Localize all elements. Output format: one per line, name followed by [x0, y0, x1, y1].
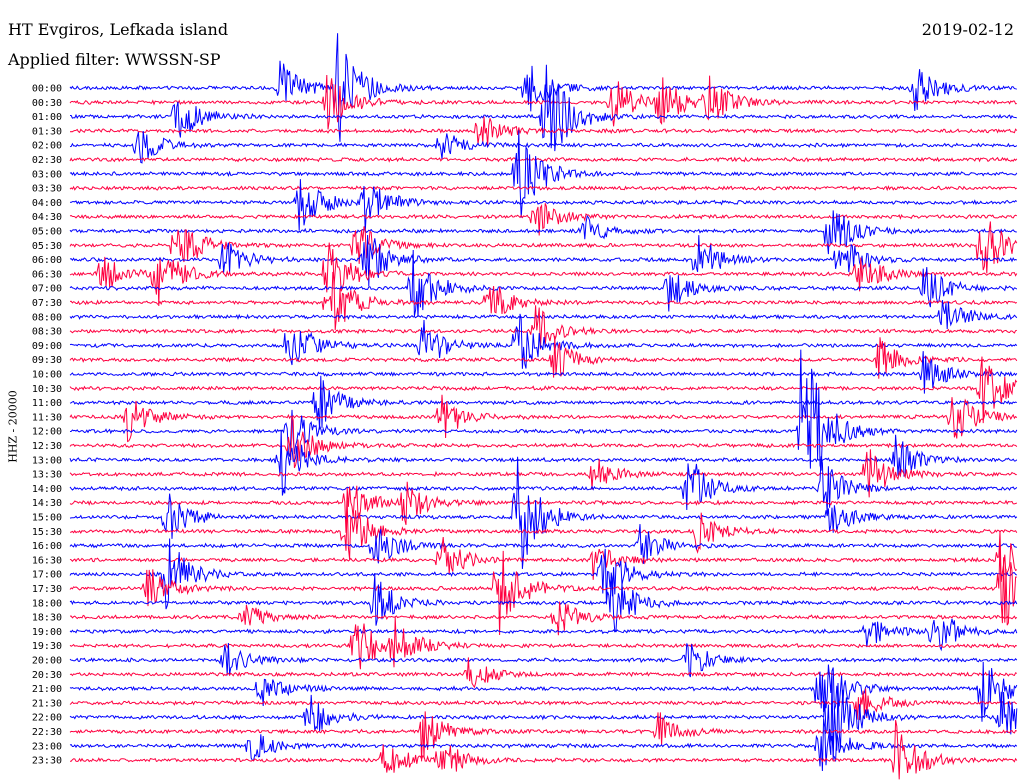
time-tick-label: 20:00	[32, 656, 62, 667]
time-tick-label: 03:00	[32, 169, 62, 180]
trace-line-1400	[69, 456, 1018, 513]
trace-line-0500	[69, 210, 1017, 255]
trace-line-0600	[69, 234, 1018, 287]
time-tick-label: 11:30	[32, 412, 62, 423]
time-tick-label: 04:00	[32, 198, 62, 209]
trace-line-0100	[70, 64, 1017, 152]
trace-line-0800	[69, 300, 1018, 330]
trace-line-2230	[69, 711, 1018, 762]
trace-line-1000	[69, 351, 1018, 394]
time-tick-label: 17:30	[32, 584, 62, 595]
time-tick-label: 15:00	[32, 513, 62, 524]
trace-line-1900	[69, 618, 1018, 652]
time-tick-label: 17:00	[32, 570, 62, 581]
trace-line-1130	[69, 394, 1018, 443]
trace-line-0430	[69, 203, 1018, 236]
trace-line-2100	[69, 661, 1018, 722]
time-tick-label: 12:30	[32, 441, 62, 452]
trace-line-0400	[69, 179, 1018, 233]
time-tick-label: 10:00	[32, 370, 62, 381]
time-tick-label: 08:00	[32, 312, 62, 323]
time-tick-label: 21:00	[32, 684, 62, 695]
time-tick-label: 18:00	[32, 598, 62, 609]
time-tick-label: 11:00	[32, 398, 62, 409]
time-tick-label: 00:00	[32, 84, 62, 95]
time-tick-label: 13:30	[32, 470, 62, 481]
time-tick-label: 19:30	[32, 641, 62, 652]
trace-line-1200	[69, 349, 1018, 471]
time-tick-label: 00:30	[32, 98, 62, 109]
time-tick-label: 07:00	[32, 284, 62, 295]
time-tick-label: 23:00	[32, 741, 62, 752]
trace-line-0000	[69, 33, 1017, 142]
time-tick-label: 08:30	[32, 327, 62, 338]
trace-line-1330	[69, 449, 1017, 498]
time-tick-label: 13:00	[32, 455, 62, 466]
time-tick-label: 02:00	[32, 141, 62, 152]
time-tick-label: 18:30	[32, 613, 62, 624]
trace-line-1730	[69, 544, 1017, 636]
trace-line-0230	[69, 156, 1018, 163]
time-tick-label: 21:30	[32, 698, 62, 709]
time-tick-label: 09:00	[32, 341, 62, 352]
trace-line-0930	[69, 335, 1018, 379]
trace-line-0630	[69, 242, 1018, 307]
time-tick-label: 07:30	[32, 298, 62, 309]
trace-line-0530	[69, 221, 1018, 274]
time-tick-label: 22:00	[32, 713, 62, 724]
time-tick-label: 15:30	[32, 527, 62, 538]
trace-line-0700	[69, 249, 1018, 317]
time-tick-label: 20:30	[32, 670, 62, 681]
trace-line-1830	[69, 601, 1018, 636]
time-tick-label: 02:30	[32, 155, 62, 166]
trace-line-2330	[70, 720, 1018, 780]
trace-line-1300	[69, 429, 1018, 496]
trace-line-1100	[69, 375, 1017, 430]
time-tick-label: 03:30	[32, 184, 62, 195]
time-tick-label: 05:30	[32, 241, 62, 252]
trace-line-2200	[69, 675, 1018, 761]
trace-line-0030	[69, 74, 1017, 130]
station-title: HT Evgiros, Lefkada island	[8, 20, 229, 39]
trace-line-1630	[69, 530, 1018, 583]
time-tick-label: 22:30	[32, 727, 62, 738]
time-tick-label: 01:00	[32, 112, 62, 123]
trace-line-0300	[69, 130, 1018, 218]
time-tick-label: 06:00	[32, 255, 62, 266]
time-tick-label: 16:30	[32, 555, 62, 566]
time-tick-label: 01:30	[32, 126, 62, 137]
trace-line-1500	[69, 456, 1018, 569]
trace-line-2300	[69, 718, 1018, 772]
trace-line-1230	[69, 415, 1018, 469]
time-tick-label: 16:00	[32, 541, 62, 552]
time-tick-label: 05:00	[32, 227, 62, 238]
trace-line-2000	[69, 642, 1018, 678]
trace-line-1430	[69, 481, 1017, 533]
trace-line-0130	[69, 116, 1018, 146]
date-label: 2019-02-12	[921, 20, 1014, 39]
filter-label: Applied filter: WWSSN-SP	[8, 50, 221, 69]
trace-line-0900	[69, 313, 1018, 369]
trace-line-1530	[69, 500, 1018, 560]
time-tick-label: 14:30	[32, 498, 62, 509]
time-tick-label: 14:00	[32, 484, 62, 495]
trace-line-1800	[69, 572, 1018, 633]
trace-line-0830	[69, 305, 1017, 350]
time-tick-label: 06:30	[32, 269, 62, 280]
trace-line-2030	[69, 657, 1018, 689]
time-tick-label: 19:00	[32, 627, 62, 638]
trace-line-1700	[69, 538, 1018, 610]
time-tick-label: 23:30	[32, 756, 62, 767]
time-tick-label: 04:30	[32, 212, 62, 223]
time-tick-label: 10:30	[32, 384, 62, 395]
time-tick-label: 09:30	[32, 355, 62, 366]
trace-line-0730	[69, 271, 1018, 331]
trace-line-0200	[69, 130, 1018, 164]
trace-line-1030	[69, 356, 1018, 424]
trace-line-1600	[69, 524, 1017, 564]
time-tick-label: 12:00	[32, 427, 62, 438]
trace-line-0330	[69, 185, 1018, 192]
